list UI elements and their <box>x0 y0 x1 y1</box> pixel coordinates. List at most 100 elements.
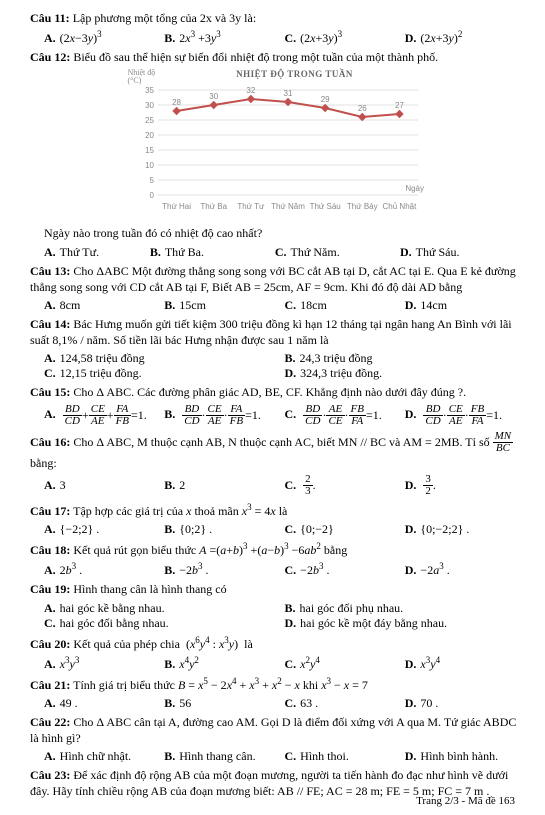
q22-text: Cho Δ ABC cân tại A, đường cao AM. Gọi D… <box>30 715 516 745</box>
q11-b: B.2x3 +3y3 <box>164 29 284 46</box>
svg-text:20: 20 <box>145 131 154 140</box>
question-11: Câu 11: Lập phương một tổng của 2x và 3y… <box>30 10 525 26</box>
q19-text: Hình thang cân là hình thang có <box>73 582 226 596</box>
chart-title: NHIỆT ĐỘ TRONG TUẦN <box>162 69 428 83</box>
svg-text:27: 27 <box>394 101 403 110</box>
question-18: Câu 18: Kết quả rút gọn biểu thức A =(a+… <box>30 540 525 558</box>
question-20: Câu 20: Kết quả của phép chia (x6y4 : x3… <box>30 634 525 652</box>
svg-text:15: 15 <box>145 146 154 155</box>
q14-text: Bác Hưng muốn gửi tiết kiệm 300 triệu đồ… <box>30 317 512 347</box>
q13-b: B.15cm <box>164 298 284 313</box>
q21-header: Câu 21: <box>30 678 70 692</box>
question-15: Câu 15: Cho Δ ABC. Các đường phân giác A… <box>30 384 525 400</box>
question-17: Câu 17: Tập hợp các giá trị của x thoả m… <box>30 501 525 519</box>
svg-text:28: 28 <box>172 98 181 107</box>
svg-text:25: 25 <box>145 116 154 125</box>
q16-text: Cho Δ ABC, M thuộc cạnh AB, N thuộc cạnh… <box>73 434 492 448</box>
svg-text:Thứ Ba: Thứ Ba <box>200 202 227 211</box>
q15-header: Câu 15: <box>30 385 70 399</box>
q21-d: D.70 . <box>405 696 525 711</box>
q15-b: B. BDCD·CEAE·FAFB=1. <box>164 404 284 428</box>
q12-b: B.Thứ Ba. <box>150 245 275 260</box>
q22-options: A.Hình chữ nhật. B.Hình thang cân. C.Hìn… <box>44 749 525 764</box>
q11-options: A.(2x−3y)3 B.2x3 +3y3 C.(2x+3y)3 D.(2x+3… <box>44 29 525 46</box>
q20-a: A.x3y3 <box>44 655 164 672</box>
svg-text:10: 10 <box>145 161 154 170</box>
q20-b: B.x4y2 <box>164 655 284 672</box>
question-12: Câu 12: Biểu đồ sau thể hiện sự biến đổi… <box>30 49 525 65</box>
exam-page: Câu 11: Lập phương một tổng của 2x và 3y… <box>0 0 545 815</box>
q16-d: D. 32. <box>405 474 525 498</box>
q20-d: D.x3y4 <box>405 655 525 672</box>
q21-a: A.49 . <box>44 696 164 711</box>
q14-c: C.12,15 triệu đồng. <box>44 366 285 381</box>
svg-text:0: 0 <box>149 191 154 200</box>
question-19: Câu 19: Hình thang cân là hình thang có <box>30 581 525 597</box>
q22-d: D.Hình bình hành. <box>405 749 525 764</box>
svg-text:31: 31 <box>283 89 292 98</box>
q13-options: A.8cm B.15cm C.18cm D.14cm <box>44 298 525 313</box>
q16-c: C. 23. <box>285 474 405 498</box>
svg-text:35: 35 <box>145 86 154 95</box>
q16-tail: bằng: <box>30 456 57 470</box>
q21-c: C.63 . <box>285 696 405 711</box>
q21-b: B.56 <box>164 696 284 711</box>
q14-a: A.124,58 triệu đồng <box>44 351 285 366</box>
q18-options: A.2b3 . B.−2b3 . C.−2b3 . D.−2a3 . <box>44 561 525 578</box>
q16-frac: MNBC <box>493 431 514 455</box>
q12-a: A.Thứ Tư. <box>44 245 150 260</box>
q20-options: A.x3y3 B.x4y2 C.x2y4 D.x3y4 <box>44 655 525 672</box>
q14-header: Câu 14: <box>30 317 70 331</box>
q16-a: A.3 <box>44 478 164 493</box>
svg-text:Thứ Năm: Thứ Năm <box>271 202 305 211</box>
page-footer: Trang 2/3 - Mã đề 163 <box>416 795 515 807</box>
q19-d: D.hai góc kề một đáy bằng nhau. <box>285 616 526 631</box>
q18-header: Câu 18: <box>30 543 70 557</box>
q20-c: C.x2y4 <box>285 655 405 672</box>
q20-text: Kết quả của phép chia (x6y4 : x3y) là <box>73 637 252 651</box>
svg-text:30: 30 <box>145 101 154 110</box>
q12-after: Ngày nào trong tuần đó có nhiệt độ cao n… <box>44 225 525 241</box>
q18-text: Kết quả rút gọn biểu thức A =(a+b)3 +(a−… <box>73 543 347 557</box>
q18-a: A.2b3 . <box>44 561 164 578</box>
svg-text:Thứ Hai: Thứ Hai <box>162 202 191 211</box>
chart-y-label: Nhiệt độ(°C) <box>128 69 162 85</box>
q19-b: B.hai góc đối phụ nhau. <box>285 601 526 616</box>
svg-text:5: 5 <box>149 176 154 185</box>
q17-b: B.{0;2} . <box>164 522 284 537</box>
q11-header: Câu 11: <box>30 11 70 25</box>
q18-b: B.−2b3 . <box>164 561 284 578</box>
q19-a: A.hai góc kề bằng nhau. <box>44 601 285 616</box>
question-22: Câu 22: Cho Δ ABC cân tại A, đường cao A… <box>30 714 525 746</box>
q18-c: C.−2b3 . <box>285 561 405 578</box>
q17-text: Tập hợp các giá trị của x thoả mãn x3 = … <box>73 504 287 518</box>
q13-d: D.14cm <box>405 298 525 313</box>
q18-d: D.−2a3 . <box>405 561 525 578</box>
q13-text: Cho ΔABC Một đường thẳng song song với B… <box>30 264 516 294</box>
q11-text: Lập phương một tổng của 2x và 3y là: <box>73 11 256 25</box>
q15-text: Cho Δ ABC. Các đường phân giác AD, BE, C… <box>73 385 466 399</box>
q15-options: A. BDCD+CEAE+FAFB=1. B. BDCD·CEAE·FAFB=1… <box>44 404 525 428</box>
q15-c: C. BDCD·AECE·FBFA=1. <box>285 404 405 428</box>
svg-text:Thứ Sáu: Thứ Sáu <box>309 202 340 211</box>
q13-a: A.8cm <box>44 298 164 313</box>
q17-header: Câu 17: <box>30 504 70 518</box>
svg-text:29: 29 <box>320 95 329 104</box>
q12-header: Câu 12: <box>30 50 70 64</box>
q21-text: Tính giá trị biểu thức B = x5 − 2x4 + x3… <box>73 678 368 692</box>
temperature-chart: Nhiệt độ(°C) NHIỆT ĐỘ TRONG TUẦN 0 5 10 15 2… <box>128 69 428 219</box>
svg-text:Chủ Nhật: Chủ Nhật <box>382 202 417 211</box>
q21-options: A.49 . B.56 C.63 . D.70 . <box>44 696 525 711</box>
q11-d: D.(2x+3y)2 <box>405 29 525 46</box>
q16-header: Câu 16: <box>30 434 70 448</box>
question-16: Câu 16: Cho Δ ABC, M thuộc cạnh AB, N th… <box>30 431 525 471</box>
q11-a: A.(2x−3y)3 <box>44 29 164 46</box>
q14-b: B.24,3 triệu đồng <box>285 351 526 366</box>
q16-options: A.3 B.2 C. 23. D. 32. <box>44 474 525 498</box>
q14-options: A.124,58 triệu đồng B.24,3 triệu đồng C.… <box>44 351 525 381</box>
q11-c: C.(2x+3y)3 <box>285 29 405 46</box>
svg-text:Thứ Tư: Thứ Tư <box>237 202 265 211</box>
q17-a: A.{−2;2} . <box>44 522 164 537</box>
q23-header: Câu 23: <box>30 768 70 782</box>
q20-header: Câu 20: <box>30 637 70 651</box>
